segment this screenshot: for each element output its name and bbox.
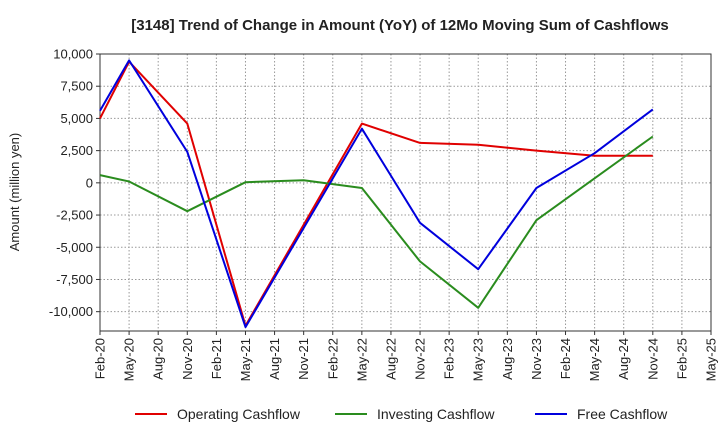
x-axis: Feb-20 May-20 Aug-20 Nov-20 Feb-21 May-21 Aug-… — [93, 331, 719, 381]
x-tick-label-18: Aug-24 — [616, 338, 631, 380]
x-tick-label-12: Feb-23 — [442, 338, 457, 379]
y-tick-label-4: 0 — [86, 175, 93, 190]
y-tick-label-8: -10,000 — [49, 304, 93, 319]
x-tick-label-6: Aug-21 — [267, 338, 282, 380]
x-tick-label-16: Feb-24 — [558, 338, 573, 379]
x-tick-label-0: Feb-20 — [93, 338, 108, 379]
x-tick-label-3: Nov-20 — [180, 338, 195, 380]
x-tick-label-4: Feb-21 — [209, 338, 224, 379]
series-line-free-cashflow — [99, 59, 654, 329]
x-tick-label-21: May-25 — [704, 338, 719, 381]
y-tick-label-2: 5,000 — [60, 111, 93, 126]
legend: Operating Cashflow Investing Cashflow Free… — [135, 406, 668, 422]
x-tick-label-8: Feb-22 — [325, 338, 340, 379]
x-tick-label-13: May-23 — [471, 338, 486, 381]
y-tick-label-7: -7,500 — [56, 272, 93, 287]
x-tick-label-15: Nov-23 — [529, 338, 544, 380]
x-tick-label-2: Aug-20 — [151, 338, 166, 380]
series — [99, 59, 654, 329]
x-tick-label-5: May-21 — [238, 338, 253, 381]
y-tick-label-5: -2,500 — [56, 208, 93, 223]
legend-label-operating-cashflow: Operating Cashflow — [177, 406, 301, 422]
y-tick-label-0: 10,000 — [53, 47, 93, 62]
y-axis-label: Amount (million yen) — [7, 133, 22, 252]
x-tick-label-19: Nov-24 — [645, 338, 660, 380]
y-tick-label-6: -5,000 — [56, 240, 93, 255]
x-tick-label-1: May-20 — [122, 338, 137, 381]
y-tick-label-1: 7,500 — [60, 79, 93, 94]
y-tick-label-3: 2,500 — [60, 143, 93, 158]
series-line-investing-cashflow — [99, 135, 654, 309]
x-tick-label-7: Nov-21 — [296, 338, 311, 380]
plot-frame — [99, 53, 712, 332]
y-axis: 10,000 7,500 5,000 2,500 0 -2,500 -5,000 -7,500… — [49, 47, 100, 319]
x-tick-label-17: May-24 — [587, 338, 602, 381]
x-tick-label-9: May-22 — [354, 338, 369, 381]
legend-label-investing-cashflow: Investing Cashflow — [377, 406, 495, 422]
x-tick-label-10: Aug-22 — [383, 338, 398, 380]
x-tick-label-20: Feb-25 — [674, 338, 689, 379]
grid — [99, 53, 712, 331]
chart-title: [3148] Trend of Change in Amount (YoY) o… — [131, 17, 669, 34]
series-line-operating-cashflow — [99, 60, 653, 327]
legend-label-free-cashflow: Free Cashflow — [577, 406, 668, 422]
x-tick-label-11: Nov-22 — [413, 338, 428, 380]
x-tick-label-14: Aug-23 — [500, 338, 515, 380]
